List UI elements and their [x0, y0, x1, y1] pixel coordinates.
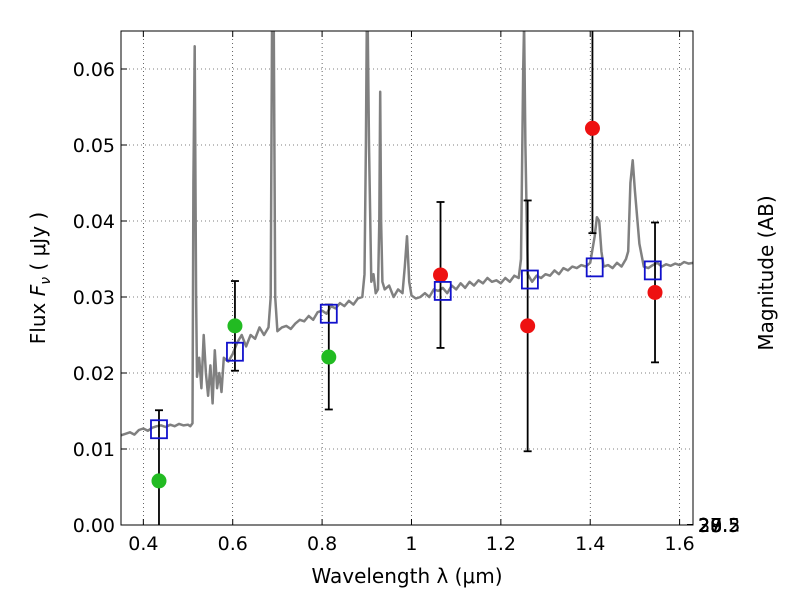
- y-tick-label: 0.06: [73, 59, 115, 81]
- x-tick-label: 1.2: [486, 533, 516, 555]
- y-tick-label: 0.03: [73, 287, 115, 309]
- model-photometry-square: [319, 303, 338, 324]
- model-photometry-square: [433, 281, 452, 301]
- y-axis-label-symbol: F: [26, 284, 50, 296]
- magnitude-tick-label: 27: [698, 515, 722, 537]
- red-point: [433, 267, 449, 283]
- green-point: [321, 349, 337, 365]
- magnitude-axis-label: Magnitude (AB): [754, 195, 778, 350]
- x-tick-label: 1.4: [575, 533, 605, 555]
- x-tick-label: 1.6: [664, 533, 694, 555]
- x-tick-label: 0.8: [307, 533, 337, 555]
- y-tick-label: 0.04: [73, 211, 115, 233]
- magnitude-tick-label: 29: [698, 515, 722, 537]
- model-photometry-square: [150, 419, 168, 440]
- magnitude-tick-label: 28.5: [698, 515, 740, 537]
- y-tick-label: 0.05: [73, 135, 115, 157]
- green-point: [227, 318, 243, 334]
- x-axis-label: Wavelength λ (μm): [311, 564, 502, 588]
- red-point: [520, 318, 536, 334]
- red-point: [647, 284, 663, 300]
- magnitude-tick-label: 30: [698, 515, 722, 537]
- y-tick-label: 0.00: [73, 515, 115, 537]
- y-tick-label: 0.02: [73, 363, 115, 385]
- plot-frame: [120, 30, 694, 526]
- model-photometry-square: [520, 269, 539, 290]
- y-tick-label: 0.01: [73, 439, 115, 461]
- error-bars: [154, 31, 660, 525]
- x-tick-label: 1: [405, 533, 417, 555]
- x-tick-label: 0.4: [128, 533, 158, 555]
- model-photometry-square: [643, 260, 662, 281]
- y-axis-label-suffix: ( μJy ): [26, 212, 50, 277]
- model-photometry-square: [226, 341, 244, 362]
- y-axis-label-prefix: Flux: [26, 296, 50, 344]
- spectrum-line: [121, 31, 693, 437]
- magnitude-tick-label: 27.2: [698, 515, 740, 537]
- y-axis-label: Flux Fν ( μJy ): [26, 212, 54, 344]
- data-points: [150, 120, 663, 489]
- axis-ticks: 0.4 0.6 0.8 1 1.2 1.4 1.6 0.00 0.01 0.02 0.03 0.04 0…: [73, 31, 740, 555]
- magnitude-tick-label: 27.5: [698, 515, 740, 537]
- red-point: [584, 120, 600, 136]
- y-axis-label-subscript: ν: [38, 277, 54, 285]
- green-point: [151, 473, 167, 489]
- x-tick-label: 0.6: [218, 533, 248, 555]
- grid: [121, 31, 693, 526]
- spectrum-series: [121, 31, 693, 437]
- magnitude-tick-label: 28: [698, 515, 722, 537]
- model-photometry-square: [585, 257, 604, 278]
